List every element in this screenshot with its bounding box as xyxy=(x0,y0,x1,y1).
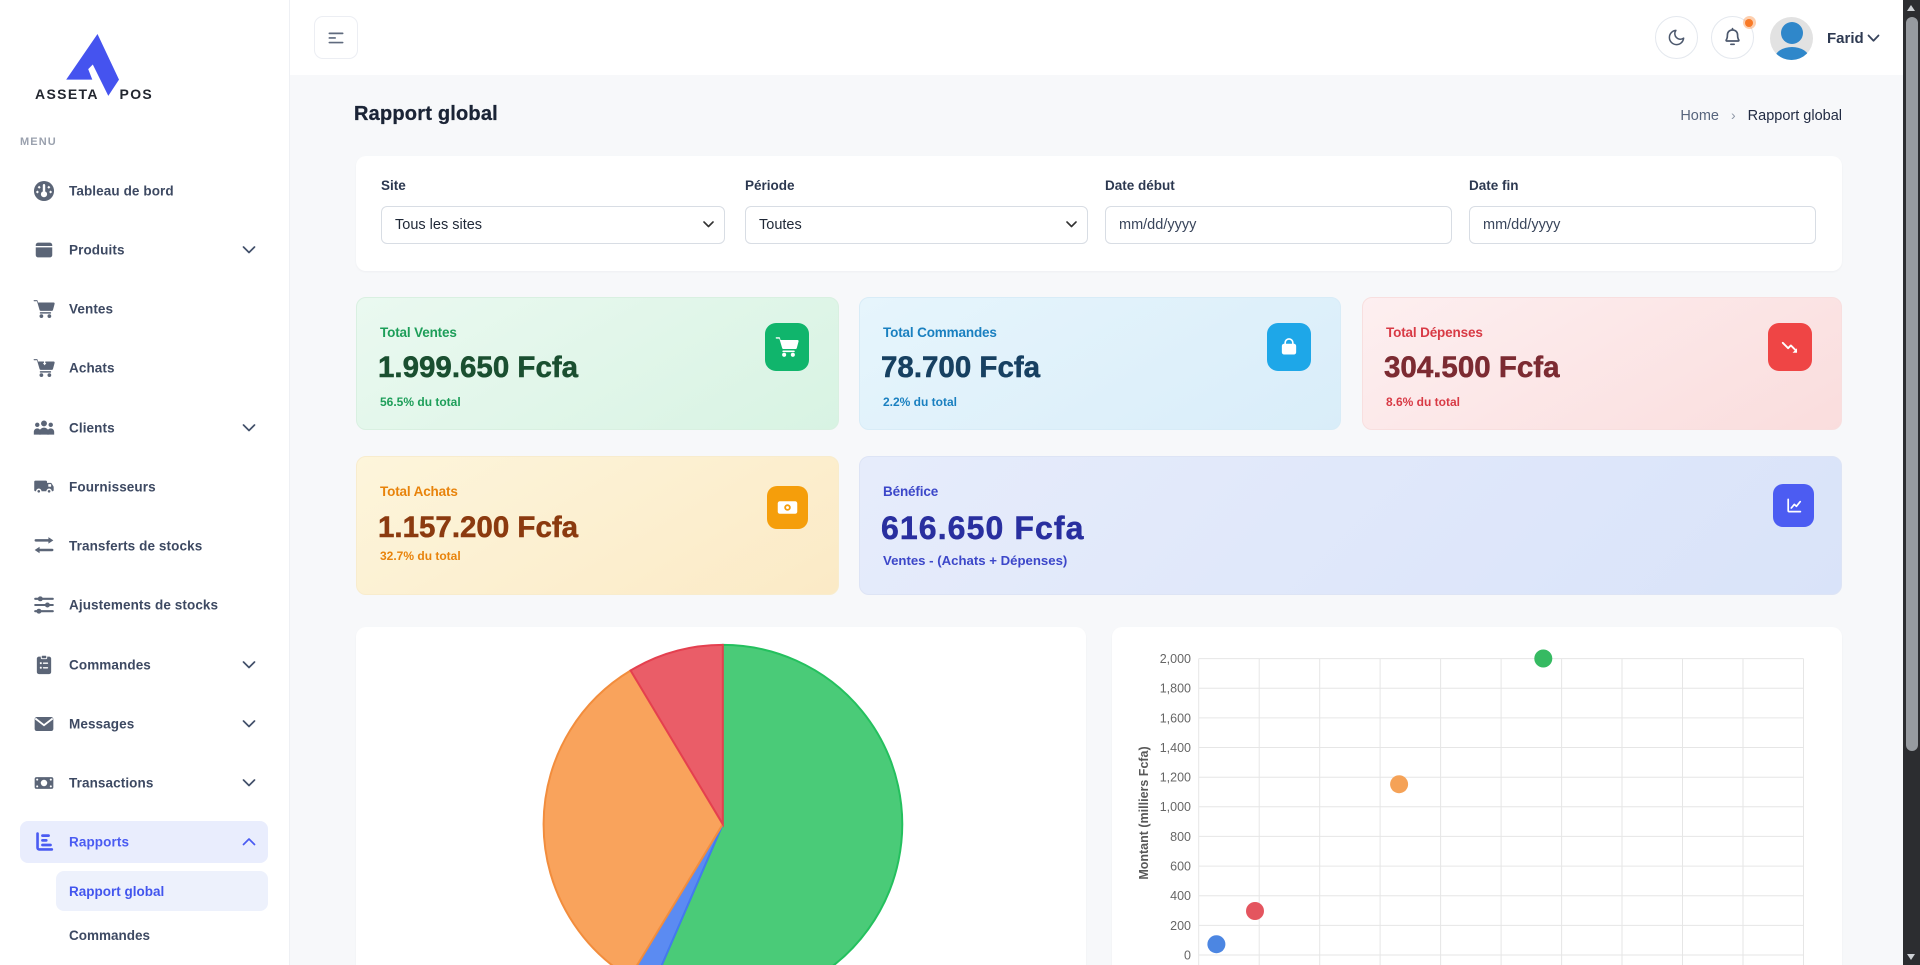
svg-text:600: 600 xyxy=(1170,860,1191,874)
svg-text:800: 800 xyxy=(1170,830,1191,844)
svg-text:1,600: 1,600 xyxy=(1160,711,1191,725)
svg-text:2,000: 2,000 xyxy=(1160,652,1191,666)
svg-text:Montant (milliers Fcfa): Montant (milliers Fcfa) xyxy=(1137,746,1151,879)
svg-text:400: 400 xyxy=(1170,889,1191,903)
svg-text:1,800: 1,800 xyxy=(1160,682,1191,696)
svg-text:1,400: 1,400 xyxy=(1160,741,1191,755)
svg-text:200: 200 xyxy=(1170,919,1191,933)
svg-text:0: 0 xyxy=(1184,948,1191,962)
svg-text:1,000: 1,000 xyxy=(1160,800,1191,814)
svg-text:1,200: 1,200 xyxy=(1160,771,1191,785)
